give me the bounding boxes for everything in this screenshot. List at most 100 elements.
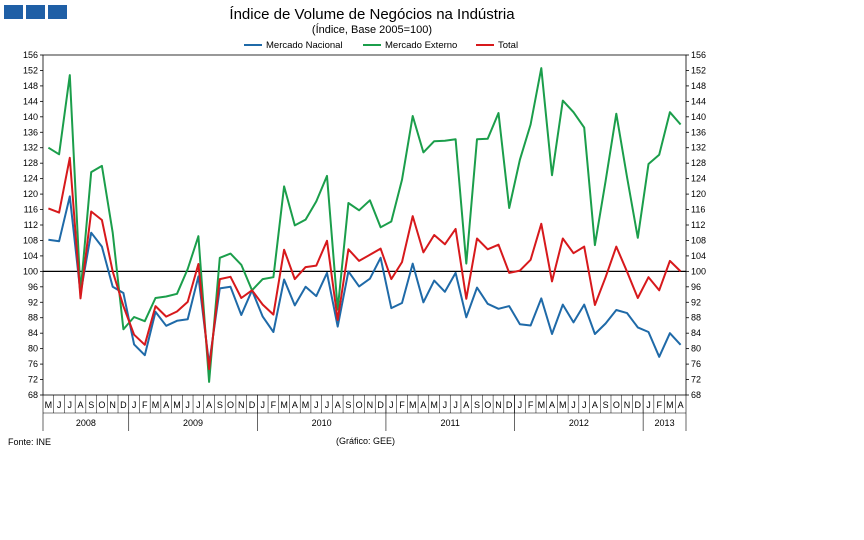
y-tick-label-right: 120 xyxy=(691,189,706,199)
y-tick-label-left: 88 xyxy=(28,313,38,323)
y-tick-label-left: 104 xyxy=(23,251,38,261)
legend-item-nacional: Mercado Nacional xyxy=(244,40,343,51)
year-label: 2009 xyxy=(183,418,203,428)
y-tick-label-left: 156 xyxy=(23,50,38,60)
month-label: F xyxy=(656,400,662,410)
month-label: M xyxy=(173,400,181,410)
y-tick-label-left: 76 xyxy=(28,359,38,369)
series-line-mercado-externo xyxy=(47,67,682,383)
month-label: D xyxy=(120,400,127,410)
y-tick-label-left: 152 xyxy=(23,65,38,75)
y-tick-label-right: 68 xyxy=(691,390,701,400)
month-label: A xyxy=(678,400,684,410)
logo-block-2 xyxy=(26,5,45,19)
chart-credit: (Gráfico: GEE) xyxy=(336,436,396,446)
month-label: J xyxy=(518,400,523,410)
y-tick-label-right: 136 xyxy=(691,127,706,137)
chart-title: Índice de Volume de Negócios na Indústri… xyxy=(229,6,515,23)
month-label: J xyxy=(57,400,62,410)
month-label: J xyxy=(325,400,330,410)
y-tick-label-right: 84 xyxy=(691,328,701,338)
month-label: J xyxy=(260,400,265,410)
logo-block-3 xyxy=(48,5,67,19)
month-label: A xyxy=(420,400,426,410)
y-tick-label-right: 112 xyxy=(691,220,705,230)
month-label: M xyxy=(280,400,288,410)
month-label: M xyxy=(409,400,417,410)
month-label: S xyxy=(474,400,480,410)
month-label: J xyxy=(646,400,651,410)
legend-item-externo: Mercado Externo xyxy=(363,40,457,51)
y-tick-label-right: 72 xyxy=(691,375,701,385)
month-label: M xyxy=(152,400,160,410)
y-tick-label-left: 84 xyxy=(28,328,38,338)
month-label: O xyxy=(613,400,620,410)
month-label: A xyxy=(163,400,169,410)
month-label: J xyxy=(314,400,319,410)
month-label: D xyxy=(506,400,513,410)
month-label: M xyxy=(430,400,438,410)
month-label: S xyxy=(88,400,94,410)
month-label: D xyxy=(635,400,642,410)
y-tick-label-left: 92 xyxy=(28,297,38,307)
legend-swatch-nacional xyxy=(244,44,262,47)
y-tick-label-right: 76 xyxy=(691,359,701,369)
month-label: J xyxy=(443,400,448,410)
y-tick-label-right: 156 xyxy=(691,50,706,60)
legend-label-total: Total xyxy=(498,40,519,51)
legend-swatch-total xyxy=(476,44,494,47)
month-label: S xyxy=(603,400,609,410)
y-tick-label-right: 148 xyxy=(691,81,706,91)
month-label: J xyxy=(185,400,190,410)
month-label: M xyxy=(666,400,674,410)
year-label: 2012 xyxy=(569,418,589,428)
y-tick-label-right: 96 xyxy=(691,282,701,292)
month-label: J xyxy=(571,400,576,410)
y-tick-label-left: 136 xyxy=(23,127,38,137)
year-label: 2013 xyxy=(655,418,675,428)
y-tick-label-left: 128 xyxy=(23,158,38,168)
y-tick-label-left: 148 xyxy=(23,81,38,91)
y-tick-label-right: 124 xyxy=(691,174,706,184)
month-label: A xyxy=(549,400,555,410)
month-label: J xyxy=(68,400,73,410)
y-tick-label-left: 116 xyxy=(24,205,38,215)
month-label: A xyxy=(206,400,212,410)
month-label: O xyxy=(227,400,234,410)
y-tick-label-left: 144 xyxy=(23,96,38,106)
source-note: Fonte: INE xyxy=(8,437,52,447)
month-label: D xyxy=(249,400,256,410)
chart-subtitle: (Índice, Base 2005=100) xyxy=(311,24,433,36)
y-tick-label-left: 96 xyxy=(28,282,38,292)
month-label: M xyxy=(45,400,53,410)
plot-frame xyxy=(42,54,687,396)
y-tick-label-right: 80 xyxy=(691,344,701,354)
y-tick-label-right: 88 xyxy=(691,313,701,323)
year-label: 2010 xyxy=(312,418,332,428)
month-label: J xyxy=(389,400,394,410)
y-tick-label-right: 92 xyxy=(691,297,701,307)
month-label: S xyxy=(217,400,223,410)
y-tick-label-right: 144 xyxy=(691,96,706,106)
month-label: M xyxy=(302,400,310,410)
month-label: A xyxy=(78,400,84,410)
y-tick-label-left: 120 xyxy=(23,189,38,199)
series-line-mercado-nacional xyxy=(48,195,682,366)
month-label: J xyxy=(453,400,458,410)
month-label: J xyxy=(582,400,587,410)
month-label: F xyxy=(528,400,534,410)
year-label: 2011 xyxy=(441,418,460,428)
month-label: D xyxy=(377,400,384,410)
month-label: N xyxy=(624,400,631,410)
logo-block-1 xyxy=(4,5,23,19)
y-tick-label-left: 112 xyxy=(24,220,38,230)
month-label: J xyxy=(132,400,137,410)
month-label: N xyxy=(495,400,502,410)
y-tick-label-left: 68 xyxy=(28,390,38,400)
month-label: N xyxy=(238,400,245,410)
y-tick-label-right: 140 xyxy=(691,112,706,122)
legend-label-externo: Mercado Externo xyxy=(385,40,458,51)
month-label: F xyxy=(142,400,148,410)
y-tick-label-left: 108 xyxy=(23,235,38,245)
